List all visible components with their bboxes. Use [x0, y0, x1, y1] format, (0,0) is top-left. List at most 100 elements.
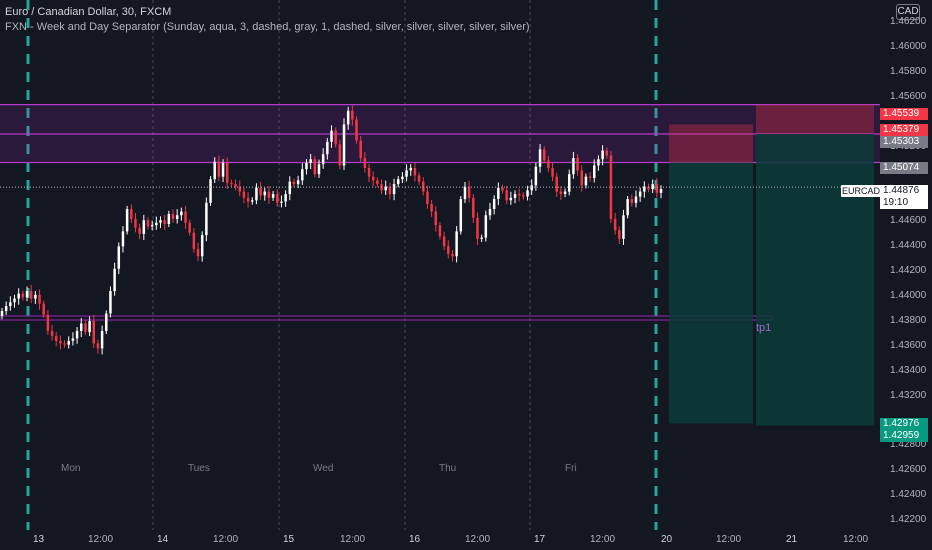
candle-body: [605, 150, 609, 156]
candle-body: [38, 294, 41, 304]
candle-body: [75, 330, 79, 339]
price-tick-label: 1.46000: [890, 41, 927, 53]
candle-body: [584, 176, 588, 186]
candle-body: [155, 222, 158, 226]
candle-body: [288, 181, 292, 195]
price-tick-label: 1.42800: [890, 439, 927, 451]
chart-zones: [0, 104, 880, 426]
time-tick-label: 15: [283, 534, 295, 545]
stop-zone-2: [756, 104, 874, 134]
candle-body: [484, 215, 488, 238]
candle-body: [59, 340, 62, 344]
candle-body: [559, 191, 563, 195]
candle-body: [79, 323, 83, 331]
candle-body: [405, 170, 408, 177]
candle-body: [246, 197, 250, 202]
price-tick-label: 1.44000: [890, 290, 927, 302]
candle-body: [13, 298, 16, 303]
candle-body: [442, 236, 446, 247]
candle-body: [497, 187, 500, 200]
candle-body: [284, 194, 287, 202]
price-tick-label: 1.45800: [890, 66, 927, 78]
candle-body: [626, 199, 629, 216]
candle-body: [150, 225, 154, 227]
candle-body: [447, 246, 450, 254]
candle-body: [371, 176, 375, 181]
candle-body: [547, 160, 550, 168]
candle-body: [459, 199, 463, 232]
candle-body: [92, 320, 96, 344]
candle-body: [271, 194, 275, 198]
candle-body: [184, 211, 187, 223]
time-tick-label: 16: [409, 534, 421, 545]
candle-body: [509, 197, 513, 201]
candle-body: [138, 227, 141, 234]
time-tick-label: 13: [33, 534, 45, 545]
candle-body: [230, 182, 233, 185]
candle-body: [597, 159, 600, 166]
candle-body: [517, 194, 521, 196]
price-tick-label: 1.43200: [890, 389, 927, 401]
time-tick-label: 12:00: [88, 534, 114, 545]
candle-body: [426, 191, 429, 205]
candle-body: [467, 186, 471, 198]
price-tick-label: 1.42600: [890, 464, 927, 476]
candle-body: [167, 213, 171, 224]
price-tick-label: 1.44600: [890, 215, 927, 227]
candle-body: [396, 179, 400, 185]
candle-body: [29, 291, 33, 299]
candle-body: [367, 167, 371, 177]
candle-body: [476, 217, 479, 239]
candle-body: [142, 220, 146, 234]
candle-body: [276, 194, 279, 203]
time-tick-label: 17: [534, 534, 546, 545]
current-price-value: 1.44876: [883, 185, 920, 196]
candle-body: [71, 338, 75, 341]
candle-body: [438, 225, 442, 237]
candle-body: [601, 150, 604, 160]
candle-body: [192, 232, 196, 249]
candle-body: [388, 186, 392, 195]
bar-countdown: 19:10: [883, 197, 909, 208]
price-badge-stop-loss: 1.45379: [880, 124, 928, 136]
price-tick-label: 1.43400: [890, 364, 927, 376]
candle-body: [255, 187, 258, 201]
current-price-badge: 1.44876 19:10: [880, 185, 928, 209]
candle-body: [622, 215, 625, 239]
price-tick-label: 1.45600: [890, 91, 927, 103]
candle-body: [205, 202, 208, 236]
day-label: Wed: [313, 463, 334, 474]
candle-body: [21, 293, 25, 298]
time-tick-label: 12:00: [590, 534, 616, 545]
time-tick-label: 12:00: [716, 534, 742, 545]
price-tick-label: 1.44400: [890, 240, 927, 252]
candle-body: [200, 235, 204, 257]
price-badge-target-2: 1.42959: [880, 430, 928, 442]
candle-body: [659, 189, 663, 193]
candle-body: [401, 176, 404, 180]
candle-body: [346, 110, 350, 125]
price-badge-zone-mid: 1.45303: [880, 136, 928, 148]
candle-body: [238, 186, 241, 192]
candle-body: [563, 191, 567, 195]
candle-body: [34, 294, 37, 299]
candle-body: [196, 248, 200, 257]
candle-body: [84, 323, 87, 333]
candle-body: [326, 141, 329, 155]
indicator-title: FXN - Week and Day Separator (Sunday, aq…: [5, 21, 530, 33]
candle-body: [0, 311, 4, 317]
candle-body: [413, 167, 417, 176]
candle-body: [655, 184, 659, 193]
candle-body: [50, 330, 54, 336]
candle-body: [25, 291, 29, 298]
candle-body: [488, 209, 492, 216]
candle-body: [17, 293, 20, 299]
day-label: Thu: [439, 463, 457, 474]
price-badge-zone-bottom: 1.45074: [880, 162, 928, 174]
candle-body: [4, 306, 8, 312]
candle-body: [538, 149, 542, 167]
candle-body: [434, 211, 438, 226]
currency-button[interactable]: CAD: [896, 4, 920, 20]
candle-body: [163, 220, 166, 224]
